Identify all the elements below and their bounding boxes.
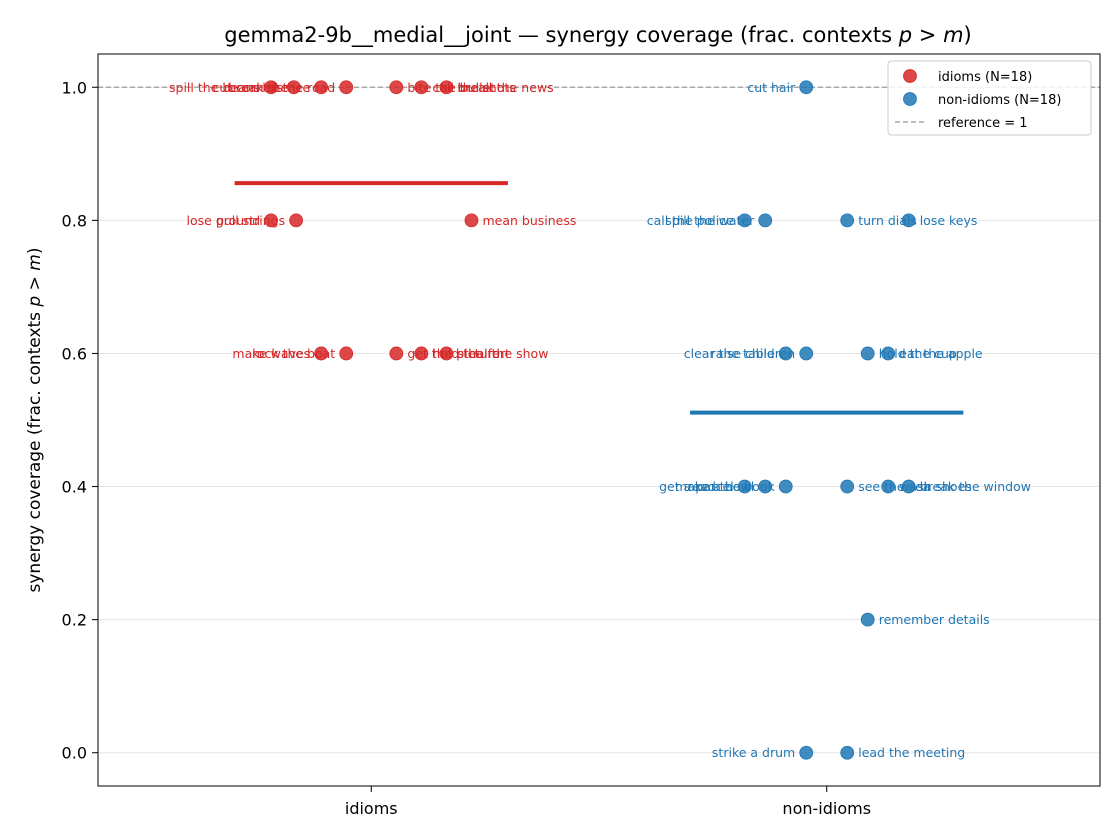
point-hold-the-cup	[860, 346, 875, 361]
point-label-steal-the-show: steal the show	[457, 346, 548, 361]
point-get-a-parcel	[737, 479, 752, 494]
point-make-waves	[314, 346, 329, 361]
point-break-the-news	[439, 80, 454, 95]
y-axis-ticks: 0.0 0.2 0.4 0.6 0.8 1.0	[62, 78, 98, 763]
point-label-wash-shoes: wash shoes	[899, 479, 972, 494]
point-raise-children	[799, 346, 814, 361]
y-tick-label-0-4: 0.4	[62, 478, 87, 497]
point-clear-the-table	[778, 346, 793, 361]
point-label-get-a-parcel: get a parcel	[659, 479, 734, 494]
point-wash-shoes	[881, 479, 896, 494]
y-tick-label-0-6: 0.6	[62, 344, 87, 363]
legend: idioms (N=18) non-idioms (N=18) reference …	[887, 60, 1092, 136]
point-label-pull-strings: pull strings	[216, 213, 285, 228]
point-cut-hair	[799, 80, 814, 95]
x-axis-ticks: idioms non-idioms	[345, 786, 871, 818]
point-lead-the-meeting	[840, 745, 855, 760]
point-label-spill-the-beans: spill the beans	[169, 80, 260, 95]
point-bite-the-bullet	[389, 80, 404, 95]
point-label-lose-keys: lose keys	[920, 213, 978, 228]
y-axis-label: synergy coverage (frac. contexts p > m)	[25, 248, 45, 593]
x-tick-label-non-idioms: non-idioms	[782, 799, 871, 818]
point-cut-corners	[286, 80, 301, 95]
point-get-the-picture	[389, 346, 404, 361]
point-label-get-the-picture: get the picture	[407, 346, 500, 361]
y-tick-label-0-8: 0.8	[62, 211, 87, 230]
point-label-rock-the-boat: rock the boat	[252, 346, 335, 361]
point-label-see-the-sea: see the sea	[858, 479, 930, 494]
plot-frame	[97, 53, 1101, 787]
point-label-turn-dials: turn dials	[858, 213, 917, 228]
y-tick-label-1-0: 1.0	[62, 78, 87, 97]
point-mean-business	[464, 213, 479, 228]
point-strike-a-drum	[799, 745, 814, 760]
legend-box	[887, 60, 1092, 136]
point-lose-keys	[901, 213, 916, 228]
point-label-eat-the-apple: eat the apple	[899, 346, 983, 361]
point-label-hold-the-fort: hold the fort	[432, 346, 510, 361]
point-hit-the-road	[339, 80, 354, 95]
point-spill-the-water	[758, 213, 773, 228]
mean-lines	[234, 181, 964, 415]
point-label-clear-the-table: clear the table	[684, 346, 775, 361]
point-hold-the-fort	[414, 346, 429, 361]
grid-lines	[98, 86, 1100, 754]
point-pull-strings	[289, 213, 304, 228]
point-label-remember-details: remember details	[879, 612, 990, 627]
point-break-the-window	[901, 479, 916, 494]
point-label-lose-ground: lose ground	[187, 213, 261, 228]
legend-marker-idioms-n-18	[903, 69, 917, 83]
data-points	[264, 80, 916, 760]
legend-entry-non-idioms-n-18: non-idioms (N=18)	[938, 93, 1061, 108]
point-read-the-book	[778, 479, 793, 494]
point-eat-the-apple	[881, 346, 896, 361]
point-label-strike-a-drum: strike a drum	[712, 745, 795, 760]
point-label-cut-hair: cut hair	[747, 80, 796, 95]
legend-marker-non-idioms-n-18	[903, 92, 917, 106]
point-label-call-the-shots: call the shots	[432, 80, 515, 95]
legend-entry-idioms-n-18: idioms (N=18)	[938, 70, 1032, 85]
y-tick-label-0-2: 0.2	[62, 611, 87, 630]
point-steal-the-show	[439, 346, 454, 361]
x-tick-label-idioms: idioms	[345, 799, 398, 818]
point-rock-the-boat	[339, 346, 354, 361]
point-label-raise-children: raise children	[711, 346, 796, 361]
point-label-call-the-police: call the police	[647, 213, 734, 228]
point-label-bite-the-bullet: bite the bullet	[407, 80, 495, 95]
point-remember-details	[860, 612, 875, 627]
point-call-the-police	[737, 213, 752, 228]
point-label-make-a-bowl: make a bowl	[675, 479, 754, 494]
point-label-spill-the-water: spill the water	[665, 213, 755, 228]
point-label-break-the-ice: break the ice	[228, 80, 310, 95]
point-label-break-the-window: break the window	[920, 479, 1031, 494]
legend-entry-reference-1: reference = 1	[938, 116, 1028, 131]
point-make-a-bowl	[758, 479, 773, 494]
y-tick-label-0-0: 0.0	[62, 744, 87, 763]
point-spill-the-beans	[264, 80, 278, 95]
point-label-break-the-news: break the news	[457, 80, 553, 95]
point-see-the-sea	[840, 479, 855, 494]
chart-title: gemma2-9b__medial__joint — synergy cover…	[224, 23, 972, 48]
point-label-lead-the-meeting: lead the meeting	[858, 745, 965, 760]
point-label-mean-business: mean business	[482, 213, 576, 228]
point-call-the-shots	[414, 80, 429, 95]
point-turn-dials	[840, 213, 855, 228]
point-lose-ground	[264, 213, 278, 228]
point-label-make-waves: make waves	[232, 346, 310, 361]
point-label-hold-the-cup: hold the cup	[879, 346, 957, 361]
point-break-the-ice	[314, 80, 329, 95]
point-label-cut-corners: cut corners	[212, 80, 282, 95]
point-label-read-the-book: read the book	[688, 479, 776, 494]
point-label-hit-the-road: hit the road	[262, 80, 335, 95]
